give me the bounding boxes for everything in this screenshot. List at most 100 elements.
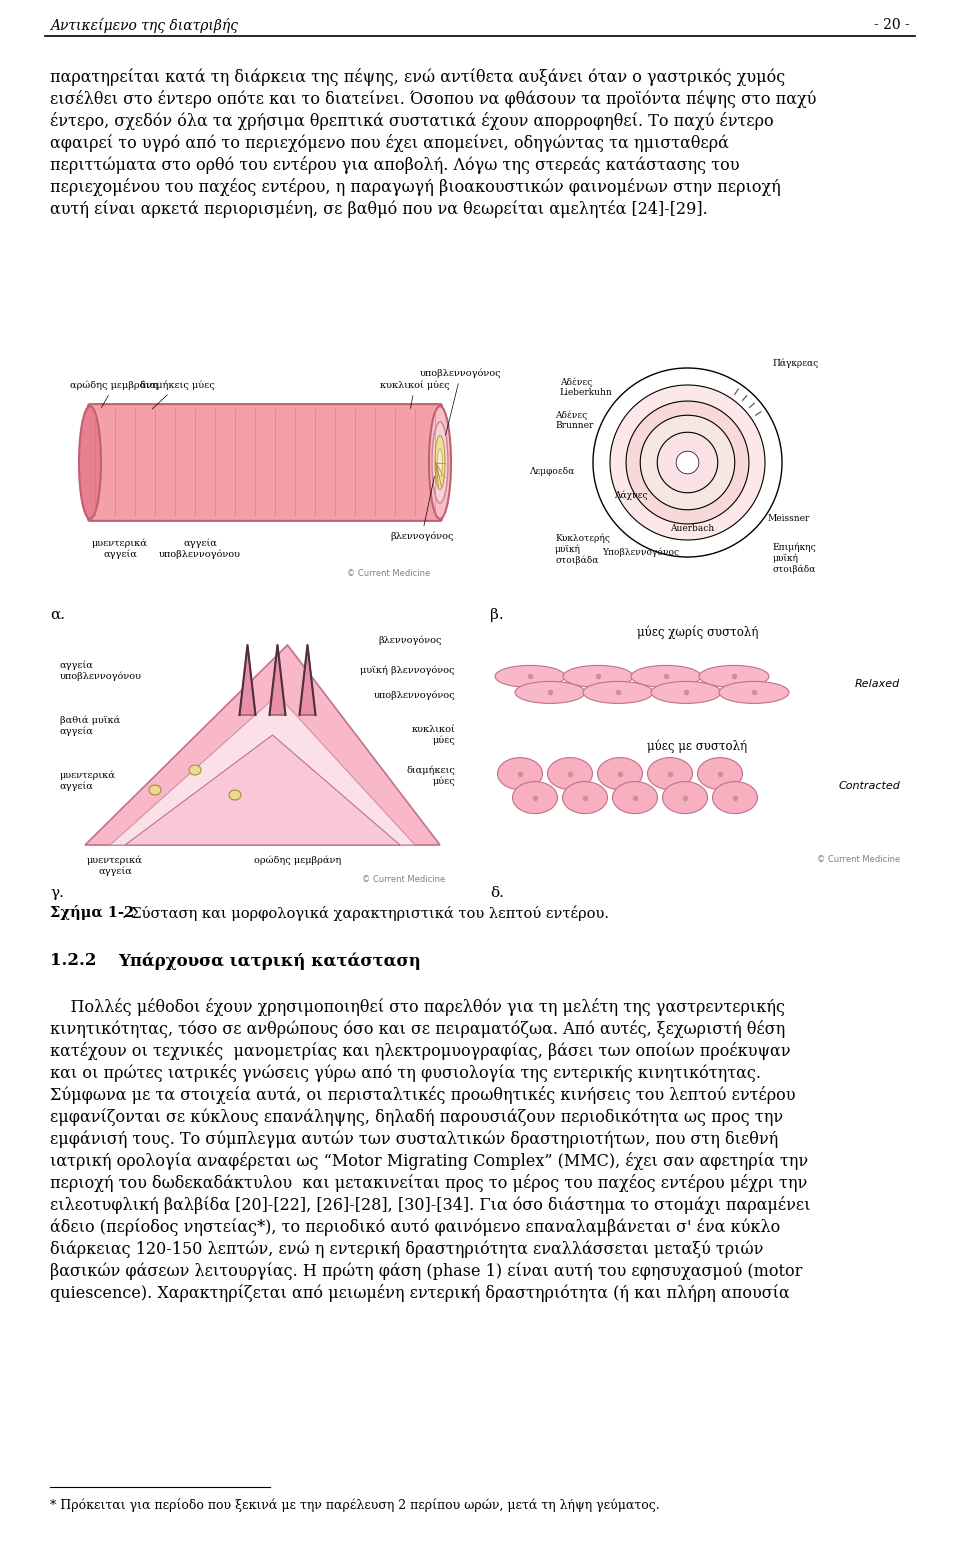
Polygon shape xyxy=(640,415,734,510)
Text: β.: β. xyxy=(490,609,504,623)
Ellipse shape xyxy=(612,781,658,814)
Text: άδειο (περίοδος νηστείας*), το περιοδικό αυτό φαινόμενο επαναλαμβάνεται σ' ένα κ: άδειο (περίοδος νηστείας*), το περιοδικό… xyxy=(50,1217,780,1236)
Ellipse shape xyxy=(698,758,742,789)
Text: κινητικότητας, τόσο σε ανθρώπους όσο και σε πειραματόζωα. Από αυτές, ξεχωριστή θ: κινητικότητας, τόσο σε ανθρώπους όσο και… xyxy=(50,1020,785,1039)
Ellipse shape xyxy=(495,666,565,687)
Text: περιοχή του δωδεκαδάκτυλου  και μετακινείται προς το μέρος του παχέος εντέρου μέ: περιοχή του δωδεκαδάκτυλου και μετακινεί… xyxy=(50,1174,807,1193)
Text: αγγεία
υποβλεννογόνου: αγγεία υποβλεννογόνου xyxy=(60,660,142,681)
Text: Meissner: Meissner xyxy=(768,515,810,524)
Text: Auerbach: Auerbach xyxy=(670,524,714,533)
Ellipse shape xyxy=(651,681,721,703)
Text: εμφάνισή τους. Το σύμπλεγμα αυτών των συσταλτικών δραστηριοτήτων, που στη διεθνή: εμφάνισή τους. Το σύμπλεγμα αυτών των συ… xyxy=(50,1130,779,1148)
Ellipse shape xyxy=(597,758,642,789)
Text: αρώδης μεμβράνη: αρώδης μεμβράνη xyxy=(70,381,158,408)
Text: Σύμφωνα με τα στοιχεία αυτά, οι περισταλτικές προωθητικές κινήσεις του λεπτού εν: Σύμφωνα με τα στοιχεία αυτά, οι περισταλ… xyxy=(50,1086,796,1103)
Ellipse shape xyxy=(583,681,653,703)
Text: Contracted: Contracted xyxy=(838,781,900,791)
Polygon shape xyxy=(85,646,440,844)
Text: Πολλές μέθοδοι έχουν χρησιμοποιηθεί στο παρελθόν για τη μελέτη της γαστρεντερική: Πολλές μέθοδοι έχουν χρησιμοποιηθεί στο … xyxy=(50,999,785,1016)
Text: παρατηρείται κατά τη διάρκεια της πέψης, ενώ αντίθετα αυξάνει όταν ο γαστρικός χ: παρατηρείται κατά τη διάρκεια της πέψης,… xyxy=(50,68,785,86)
Polygon shape xyxy=(300,646,316,715)
Text: 1.2.2: 1.2.2 xyxy=(50,952,97,969)
Text: και οι πρώτες ιατρικές γνώσεις γύρω από τη φυσιολογία της εντερικής κινητικότητα: και οι πρώτες ιατρικές γνώσεις γύρω από … xyxy=(50,1063,761,1082)
Polygon shape xyxy=(125,735,400,844)
Polygon shape xyxy=(270,646,285,715)
Text: μυεντερικά
αγγεία: μυεντερικά αγγεία xyxy=(92,539,148,559)
Text: © Current Medicine: © Current Medicine xyxy=(817,855,900,865)
Text: περιττώματα στο ορθό του εντέρου για αποβολή. Λόγω της στερεάς κατάστασης του: περιττώματα στο ορθό του εντέρου για απο… xyxy=(50,156,739,174)
Text: αγγεία
υποβλεννογόνου: αγγεία υποβλεννογόνου xyxy=(159,539,241,559)
Text: ιατρική ορολογία αναφέρεται ως “Motor Migrating Complex” (MMC), έχει σαν αφετηρί: ιατρική ορολογία αναφέρεται ως “Motor Mi… xyxy=(50,1153,808,1170)
Polygon shape xyxy=(593,368,782,556)
Ellipse shape xyxy=(438,448,443,476)
Polygon shape xyxy=(610,385,765,539)
Text: βαθιά μυϊκά
αγγεία: βαθιά μυϊκά αγγεία xyxy=(60,715,120,735)
Text: αφαιρεί το υγρό από το περιεχόμενο που έχει απομείνει, οδηγώντας τα ημισταθερά: αφαιρεί το υγρό από το περιεχόμενο που έ… xyxy=(50,134,729,153)
FancyBboxPatch shape xyxy=(88,404,442,521)
Text: δ.: δ. xyxy=(490,886,504,900)
Text: ορώδης μεμβράνη: ορώδης μεμβράνη xyxy=(253,855,341,865)
Text: διαμήκεις μύες: διαμήκεις μύες xyxy=(140,381,215,410)
Ellipse shape xyxy=(79,407,101,519)
Ellipse shape xyxy=(229,791,241,800)
Text: - 20 -: - 20 - xyxy=(875,18,910,32)
Text: μύες χωρίς συστολή: μύες χωρίς συστολή xyxy=(636,626,758,640)
Text: © Current Medicine: © Current Medicine xyxy=(347,569,430,578)
Polygon shape xyxy=(110,695,415,844)
Text: Αδένες
Brunner: Αδένες Brunner xyxy=(555,410,593,430)
Text: © Current Medicine: © Current Medicine xyxy=(362,875,445,885)
Text: Υπάρχουσα ιατρική κατάσταση: Υπάρχουσα ιατρική κατάσταση xyxy=(118,952,420,969)
Ellipse shape xyxy=(515,681,585,703)
Text: διάρκειας 120-150 λεπτών, ενώ η εντερική δραστηριότητα εναλλάσσεται μεταξύ τριών: διάρκειας 120-150 λεπτών, ενώ η εντερική… xyxy=(50,1241,763,1257)
Text: κατέχουν οι τεχνικές  μανομετρίας και ηλεκτρομυογραφίας, βάσει των οποίων προέκυ: κατέχουν οι τεχνικές μανομετρίας και ηλε… xyxy=(50,1042,790,1060)
Text: ειλεοτυφλική βαλβίδα [20]-[22], [26]-[28], [30]-[34]. Για όσο διάστημα το στομάχ: ειλεοτυφλική βαλβίδα [20]-[22], [26]-[28… xyxy=(50,1196,810,1214)
Text: Σχήμα 1-2: Σχήμα 1-2 xyxy=(50,905,134,920)
Ellipse shape xyxy=(712,781,757,814)
Ellipse shape xyxy=(563,666,633,687)
Ellipse shape xyxy=(429,407,451,519)
Text: Επιμήκης
μυϊκή
στοιβάδα: Επιμήκης μυϊκή στοιβάδα xyxy=(773,542,816,575)
Text: . Σύσταση και μορφολογικά χαρακτηριστικά του λεπτού εντέρου.: . Σύσταση και μορφολογικά χαρακτηριστικά… xyxy=(122,905,609,920)
Text: Υποβλεννογόνος: Υποβλεννογόνος xyxy=(602,547,679,556)
Ellipse shape xyxy=(189,764,201,775)
Polygon shape xyxy=(626,401,749,524)
Text: Πάγκρεας: Πάγκρεας xyxy=(773,359,819,368)
Text: μυεντερικά
αγγεία: μυεντερικά αγγεία xyxy=(87,855,143,875)
Text: κυκλικοί μύες: κυκλικοί μύες xyxy=(380,381,449,408)
Text: Relaxed: Relaxed xyxy=(854,680,900,689)
Text: βλεννογόνος: βλεννογόνος xyxy=(378,635,442,644)
Text: μυϊκή βλεννογόνος: μυϊκή βλεννογόνος xyxy=(361,666,455,675)
Text: α.: α. xyxy=(50,609,65,623)
Ellipse shape xyxy=(432,422,448,502)
Text: βλεννογόνος: βλεννογόνος xyxy=(390,476,453,541)
Text: εμφανίζονται σε κύκλους επανάληψης, δηλαδή παρουσιάζουν περιοδικότητα ως προς τη: εμφανίζονται σε κύκλους επανάληψης, δηλα… xyxy=(50,1108,783,1125)
Polygon shape xyxy=(239,646,255,715)
Ellipse shape xyxy=(497,758,542,789)
Text: περιεχομένου του παχέος εντέρου, η παραγωγή βιοακουστικών φαινομένων στην περιοχ: περιεχομένου του παχέος εντέρου, η παραγ… xyxy=(50,179,780,196)
Text: διαμήκεις
μύες: διαμήκεις μύες xyxy=(406,764,455,786)
Ellipse shape xyxy=(647,758,692,789)
Polygon shape xyxy=(658,433,718,493)
Text: Κυκλοτερής
μυϊκή
στοιβάδα: Κυκλοτερής μυϊκή στοιβάδα xyxy=(555,533,611,566)
Text: μύες με συστολή: μύες με συστολή xyxy=(647,740,748,754)
Ellipse shape xyxy=(149,784,161,795)
Text: υποβλεννογόνος: υποβλεννογόνος xyxy=(373,690,455,700)
Text: quiescence). Χαρακτηρίζεται από μειωμένη εντερική δραστηριότητα (ή και πλήρη απο: quiescence). Χαρακτηρίζεται από μειωμένη… xyxy=(50,1284,790,1302)
Text: γ.: γ. xyxy=(50,886,64,900)
Polygon shape xyxy=(676,452,699,473)
Text: υποβλεννογόνος: υποβλεννογόνος xyxy=(420,368,502,435)
Text: βασικών φάσεων λειτουργίας. Η πρώτη φάση (phase 1) είναι αυτή του εφησυχασμού (m: βασικών φάσεων λειτουργίας. Η πρώτη φάση… xyxy=(50,1262,803,1279)
Text: Αντικείμενο της διατριβής: Αντικείμενο της διατριβής xyxy=(50,18,238,34)
Text: Λεμφοεδα: Λεμφοεδα xyxy=(529,467,574,476)
Text: * Πρόκειται για περίοδο που ξεκινά με την παρέλευση 2 περίπου ωρών, μετά τη λήψη: * Πρόκειται για περίοδο που ξεκινά με τη… xyxy=(50,1498,660,1512)
Text: Αδένες
Lieberkuhn: Αδένες Lieberkuhn xyxy=(560,378,612,398)
Ellipse shape xyxy=(719,681,789,703)
Text: έντερο, σχεδόν όλα τα χρήσιμα θρεπτικά συστατικά έχουν απορροφηθεί. Το παχύ έντε: έντερο, σχεδόν όλα τα χρήσιμα θρεπτικά σ… xyxy=(50,112,774,129)
Text: κυκλικοί
μύες: κυκλικοί μύες xyxy=(411,724,455,744)
Ellipse shape xyxy=(631,666,701,687)
Text: μυεντερικά
αγγεία: μυεντερικά αγγεία xyxy=(60,770,116,791)
Text: εισέλθει στο έντερο οπότε και το διατείνει. Όσοπου να φθάσουν τα προϊόντα πέψης : εισέλθει στο έντερο οπότε και το διατείν… xyxy=(50,89,816,108)
Ellipse shape xyxy=(513,781,558,814)
Text: αυτή είναι αρκετά περιορισμένη, σε βαθμό που να θεωρείται αμελητέα [24]-[29].: αυτή είναι αρκετά περιορισμένη, σε βαθμό… xyxy=(50,200,708,217)
Ellipse shape xyxy=(435,436,445,490)
